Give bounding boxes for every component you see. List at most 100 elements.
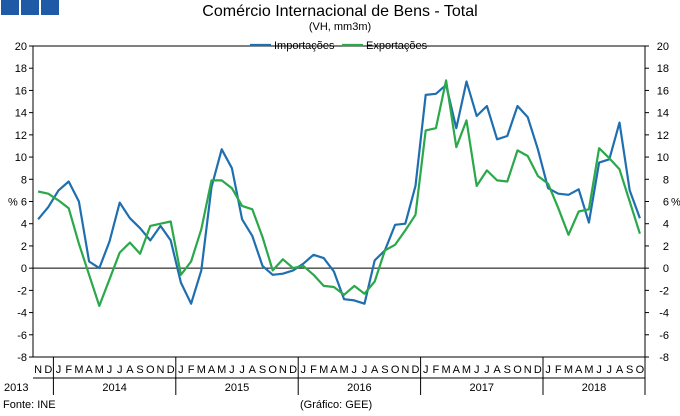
y-tick-label-right: 16	[657, 85, 669, 97]
x-tick-label-month: A	[575, 364, 583, 376]
y-tick-label-left: 2	[21, 241, 27, 253]
source-note: Fonte: INE	[3, 399, 56, 411]
y-tick-label-left: -2	[17, 285, 27, 297]
x-tick-label-year: 2017	[470, 382, 494, 394]
x-tick-label-month: J	[423, 364, 429, 376]
x-tick-label-month: F	[188, 364, 195, 376]
x-tick-label-month: M	[442, 364, 451, 376]
x-tick-label-month: M	[340, 364, 349, 376]
x-tick-label-month: S	[381, 364, 388, 376]
y-tick-label-left: 0	[21, 263, 27, 275]
x-tick-label-month: N	[401, 364, 409, 376]
x-tick-label-month: M	[217, 364, 226, 376]
chart-credit: (Gráfico: GEE)	[300, 399, 373, 411]
x-tick-label-month: J	[352, 364, 358, 376]
x-tick-label-month: F	[555, 364, 562, 376]
x-tick-label-month: A	[126, 364, 134, 376]
x-tick-label-month: D	[167, 364, 175, 376]
x-tick-label-month: J	[239, 364, 245, 376]
x-tick-label-month: A	[371, 364, 379, 376]
y-tick-label-left: 6	[21, 197, 27, 209]
x-tick-label-month: M	[74, 364, 83, 376]
x-tick-label-year: 2015	[225, 382, 249, 394]
y-tick-label-right: 0	[663, 263, 669, 275]
y-tick-label-right: 18	[657, 63, 669, 75]
x-tick-label-month: M	[95, 364, 104, 376]
x-tick-label-month: S	[504, 364, 511, 376]
x-tick-label-month: N	[524, 364, 532, 376]
x-tick-label-month: A	[616, 364, 624, 376]
y-axis-label-right: %	[671, 197, 680, 209]
y-tick-label-right: -4	[659, 308, 669, 320]
x-tick-label-month: J	[117, 364, 123, 376]
x-tick-label-month: O	[636, 364, 645, 376]
y-tick-label-left: 8	[21, 174, 27, 186]
x-tick-label-month: M	[462, 364, 471, 376]
x-tick-label-year: 2018	[582, 382, 606, 394]
x-tick-label-month: O	[146, 364, 155, 376]
y-tick-label-right: 20	[657, 41, 669, 53]
x-tick-label-month: F	[433, 364, 440, 376]
series-line	[37, 80, 641, 305]
x-tick-label-month: D	[44, 364, 52, 376]
y-tick-label-right: -2	[659, 285, 669, 297]
x-tick-label-month: M	[319, 364, 328, 376]
x-tick-label-month: N	[157, 364, 165, 376]
x-tick-label-month: J	[596, 364, 602, 376]
y-tick-label-right: -8	[659, 352, 669, 364]
x-tick-label-month: A	[208, 364, 216, 376]
y-tick-label-left: -8	[17, 352, 27, 364]
y-tick-label-right: 14	[657, 108, 669, 120]
x-tick-label-month: A	[330, 364, 338, 376]
x-tick-label-month: O	[513, 364, 522, 376]
y-tick-label-left: 4	[21, 219, 27, 231]
x-tick-label-month: J	[362, 364, 368, 376]
plot-frame	[32, 45, 646, 358]
x-tick-label-month: M	[197, 364, 206, 376]
y-tick-label-right: 12	[657, 130, 669, 142]
chart-title: Comércio Internacional de Bens - Total	[202, 3, 478, 20]
brand-square-3	[41, 0, 59, 15]
y-tick-label-left: -4	[17, 308, 27, 320]
x-tick-label-month: M	[584, 364, 593, 376]
x-tick-label-month: J	[474, 364, 480, 376]
x-tick-label-month: F	[65, 364, 72, 376]
x-tick-label-month: S	[259, 364, 266, 376]
legend-label: Importações	[274, 40, 335, 52]
x-tick-label-month: N	[34, 364, 42, 376]
y-tick-label-left: 16	[15, 85, 27, 97]
legend-label: Exportações	[366, 40, 428, 52]
y-tick-label-left: 14	[15, 108, 27, 120]
x-tick-label-month: J	[178, 364, 184, 376]
y-tick-label-left: 10	[15, 152, 27, 164]
x-tick-label-month: M	[564, 364, 573, 376]
x-tick-label-month: A	[493, 364, 501, 376]
y-tick-label-right: 8	[663, 174, 669, 186]
y-tick-label-right: 6	[663, 197, 669, 209]
y-tick-label-left: 18	[15, 63, 27, 75]
x-tick-label-month: O	[391, 364, 400, 376]
y-tick-label-right: -6	[659, 330, 669, 342]
x-tick-label-month: O	[268, 364, 277, 376]
x-tick-label-year: 2013	[4, 382, 28, 394]
brand-square-1	[1, 0, 19, 15]
x-tick-label-month: A	[249, 364, 257, 376]
x-tick-label-month: D	[412, 364, 420, 376]
series-line	[37, 79, 641, 307]
chart-subtitle: (VH, mm3m)	[308, 21, 372, 33]
x-tick-label-month: J	[301, 364, 307, 376]
y-axis-label-left: %	[8, 197, 18, 209]
x-tick-label-month: D	[289, 364, 297, 376]
y-tick-label-left: -6	[17, 330, 27, 342]
x-tick-label-month: J	[107, 364, 113, 376]
x-tick-label-month: J	[607, 364, 613, 376]
x-tick-label-month: F	[310, 364, 317, 376]
x-tick-label-month: S	[626, 364, 633, 376]
x-tick-label-year: 2014	[102, 382, 126, 394]
y-tick-label-right: 10	[657, 152, 669, 164]
brand-square-2	[21, 0, 39, 15]
y-tick-label-left: 12	[15, 130, 27, 142]
x-tick-label-month: J	[229, 364, 235, 376]
y-tick-label-right: 4	[663, 219, 669, 231]
